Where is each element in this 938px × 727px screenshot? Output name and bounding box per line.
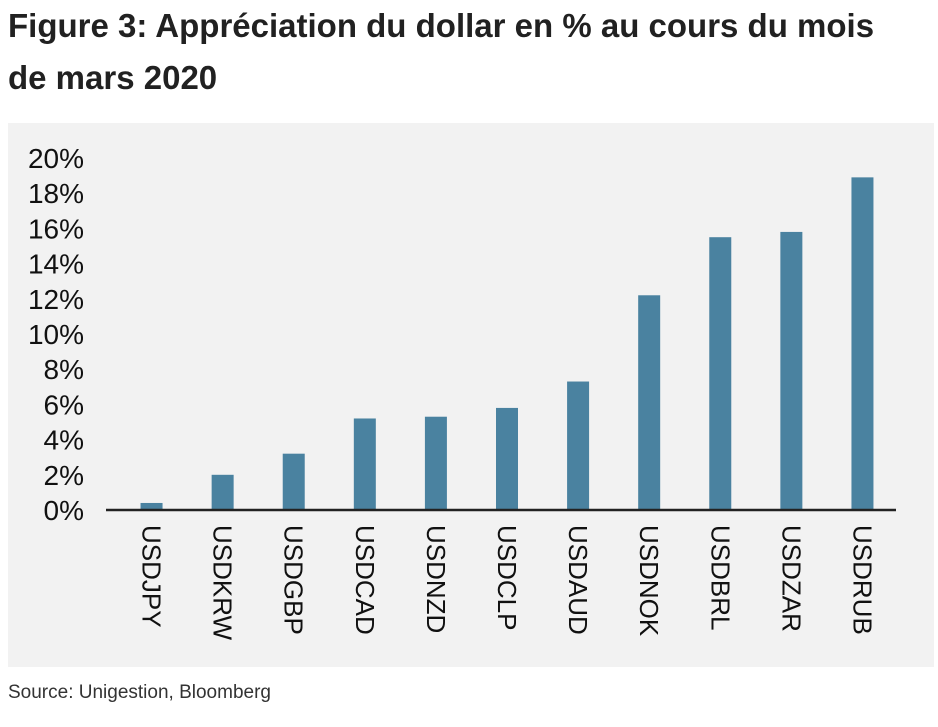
bar-usdzar <box>780 231 803 511</box>
x-tick-label: USDNZD <box>421 525 451 633</box>
bar-usdnok <box>638 295 661 510</box>
chart-panel: 0% 2% 4% 6% 8% 10% 12% 14% 16% 18% 20% USDJPY USDKR… <box>8 123 934 667</box>
source-note: Source: Unigestion, Bloomberg <box>8 682 271 703</box>
x-tick-label: USDNOK <box>634 525 664 637</box>
bar-usdgbp <box>282 453 305 510</box>
x-tick-label: USDCAD <box>350 525 380 635</box>
y-tick-label: 6% <box>44 389 84 420</box>
bar-usdclp <box>496 407 518 510</box>
bar-usdcad <box>353 418 376 510</box>
bar-usdaud <box>567 381 590 510</box>
x-tick-label: USDKRW <box>208 525 238 641</box>
x-tick-label: USDAUD <box>563 525 593 635</box>
bar-usdjpy <box>140 502 163 510</box>
bar-usdnzd <box>424 416 447 510</box>
bar-usdbrl <box>709 237 732 510</box>
y-tick-label: 14% <box>28 249 84 280</box>
bar-usdkrw <box>211 474 234 510</box>
y-tick-label: 10% <box>28 319 84 350</box>
x-tick-label: USDCLP <box>492 525 522 630</box>
y-axis: 0% 2% 4% 6% 8% 10% 12% 14% 16% 18% 20% <box>28 143 84 526</box>
y-tick-label: 2% <box>44 460 84 491</box>
x-tick-label: USDRUB <box>847 525 877 635</box>
y-tick-label: 8% <box>44 354 84 385</box>
y-tick-label: 18% <box>28 178 84 209</box>
y-tick-label: 0% <box>44 495 84 526</box>
x-tick-label: USDJPY <box>137 525 167 628</box>
y-tick-label: 20% <box>28 143 84 174</box>
x-tick-label: USDGBP <box>279 525 309 635</box>
y-tick-label: 12% <box>28 284 84 315</box>
bar-usdrub <box>851 177 874 511</box>
y-tick-label: 4% <box>44 425 84 456</box>
x-tick-label: USDZAR <box>776 525 806 632</box>
x-axis: USDJPY USDKRW USDGBP USDCAD USDNZD USDCLP USDA… <box>137 525 878 641</box>
x-tick-label: USDBRL <box>705 525 735 630</box>
figure-title: Figure 3: Appréciation du dollar en % au… <box>8 7 875 96</box>
bars <box>140 177 874 511</box>
bar-chart: 0% 2% 4% 6% 8% 10% 12% 14% 16% 18% 20% USDJPY USDKR… <box>28 143 896 641</box>
y-tick-label: 16% <box>28 213 84 244</box>
